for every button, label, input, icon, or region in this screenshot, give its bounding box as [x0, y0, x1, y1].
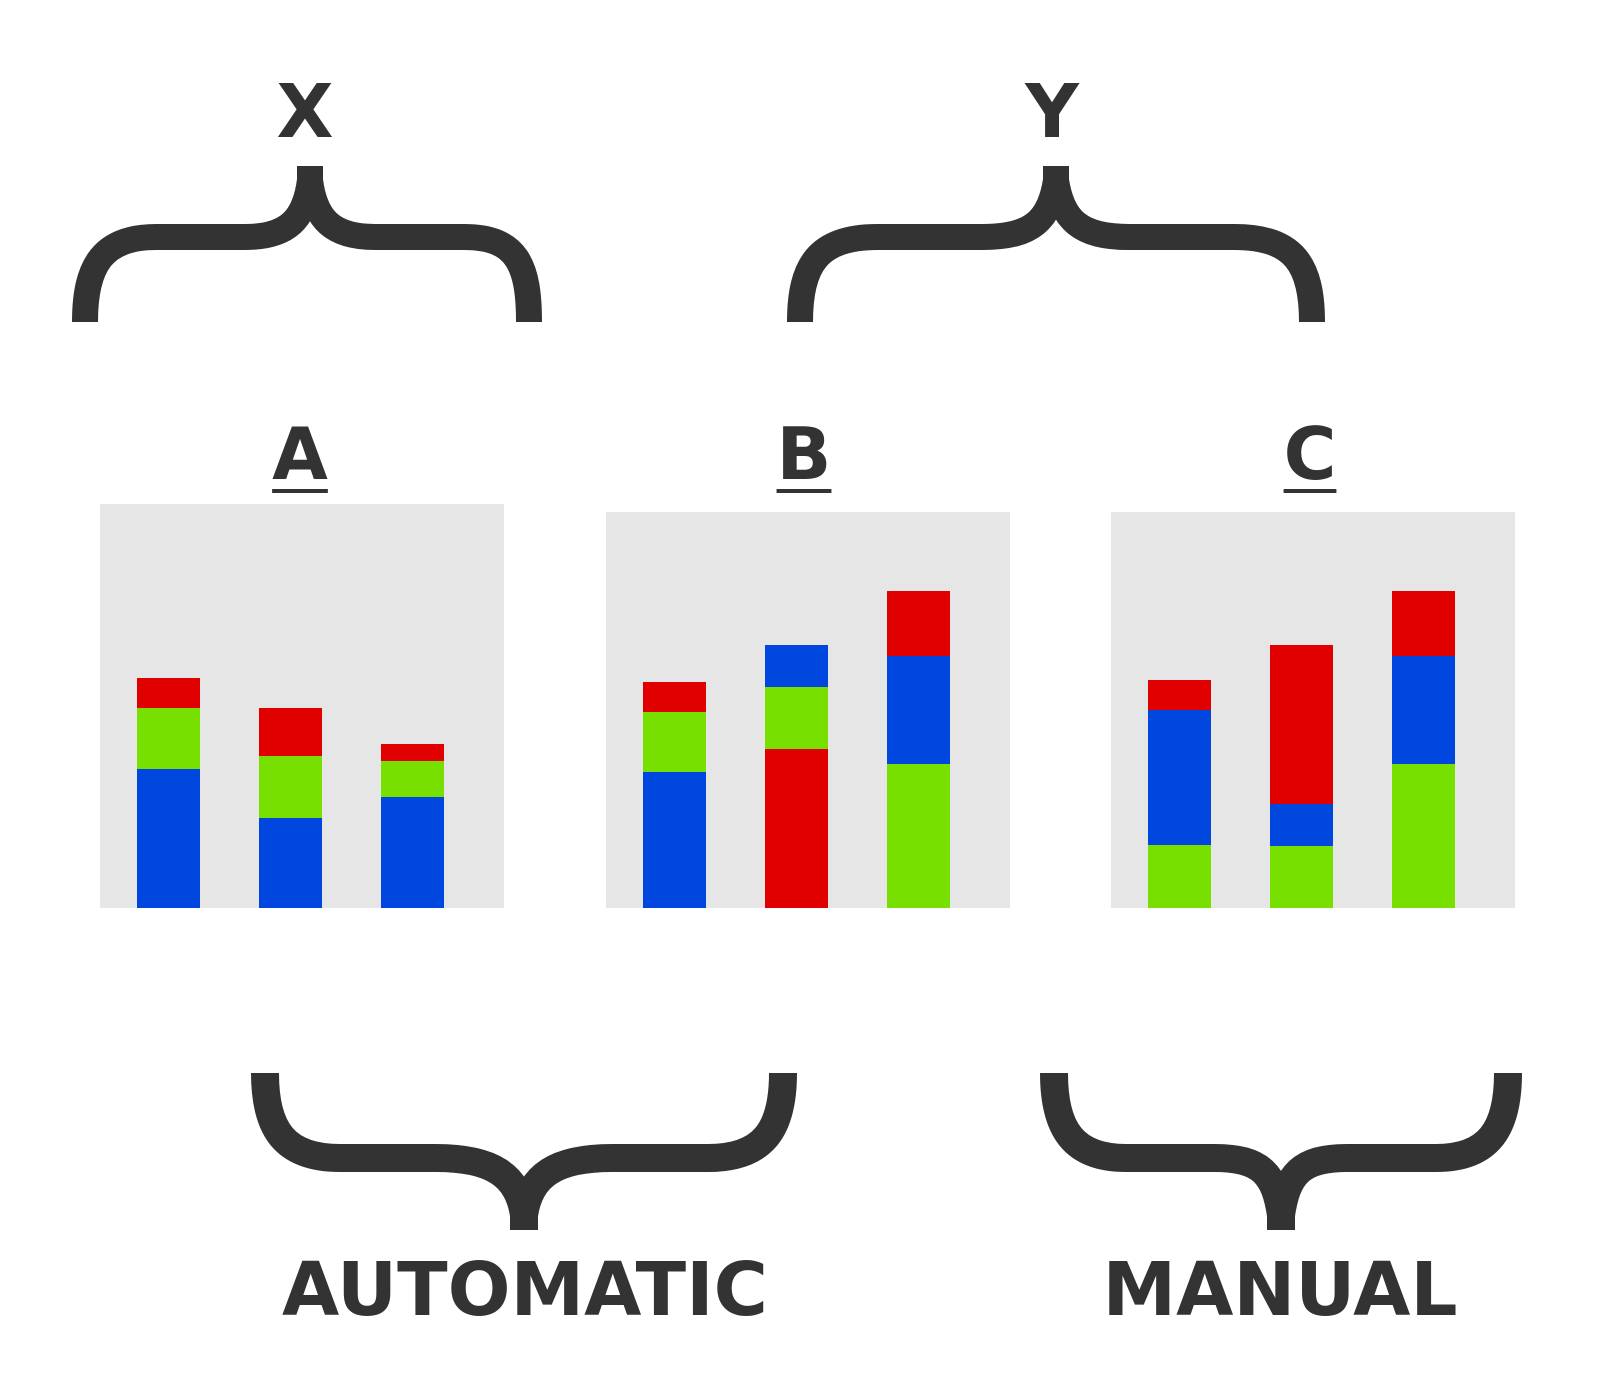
bar-segment-green [643, 712, 706, 772]
bar-segment-red [381, 744, 444, 761]
bar-segment-blue [643, 772, 706, 908]
brace-y [787, 166, 1325, 323]
panel-c [1111, 512, 1515, 908]
bar-segment-blue [1148, 710, 1211, 845]
bar-segment-red [137, 678, 200, 708]
stacked-bar [765, 645, 828, 908]
bar-segment-green [1270, 846, 1333, 908]
panel-label-a: A [272, 412, 328, 496]
stacked-bar [887, 591, 950, 908]
bar-segment-blue [259, 818, 322, 908]
stacked-bar [259, 708, 322, 908]
bar-segment-green [137, 708, 200, 769]
panel-a [100, 504, 504, 908]
bar-segment-green [1392, 764, 1455, 908]
stacked-bar [381, 744, 444, 908]
bar-segment-red [765, 749, 828, 908]
panel-label-c: C [1283, 412, 1337, 496]
stacked-bar [1148, 680, 1211, 908]
bar-segment-red [643, 682, 706, 712]
bar-segment-red [1270, 645, 1333, 804]
bar-segment-blue [1392, 656, 1455, 764]
bar-segment-blue [765, 645, 828, 687]
bar-segment-green [765, 687, 828, 749]
stacked-bar [1392, 591, 1455, 908]
bar-segment-blue [381, 797, 444, 908]
bar-segment-blue [1270, 804, 1333, 846]
bar-segment-green [381, 761, 444, 797]
panel-b [606, 512, 1010, 908]
stacked-bar [137, 678, 200, 908]
bar-segment-blue [887, 656, 950, 764]
bar-segment-red [259, 708, 322, 756]
brace-x [72, 166, 542, 323]
group-label-y: Y [1025, 69, 1079, 155]
bar-segment-red [887, 591, 950, 656]
bar-segment-green [1148, 845, 1211, 908]
label-manual: MANUAL [1102, 1247, 1458, 1333]
stacked-bar [1270, 645, 1333, 908]
panel-label-b: B [776, 412, 832, 496]
stacked-bar [643, 682, 706, 908]
bar-segment-green [887, 764, 950, 908]
group-label-x: X [276, 69, 334, 155]
bar-segment-red [1392, 591, 1455, 656]
bar-segment-red [1148, 680, 1211, 710]
label-automatic: AUTOMATIC [282, 1247, 768, 1333]
bar-segment-green [259, 756, 322, 818]
bar-segment-blue [137, 769, 200, 908]
